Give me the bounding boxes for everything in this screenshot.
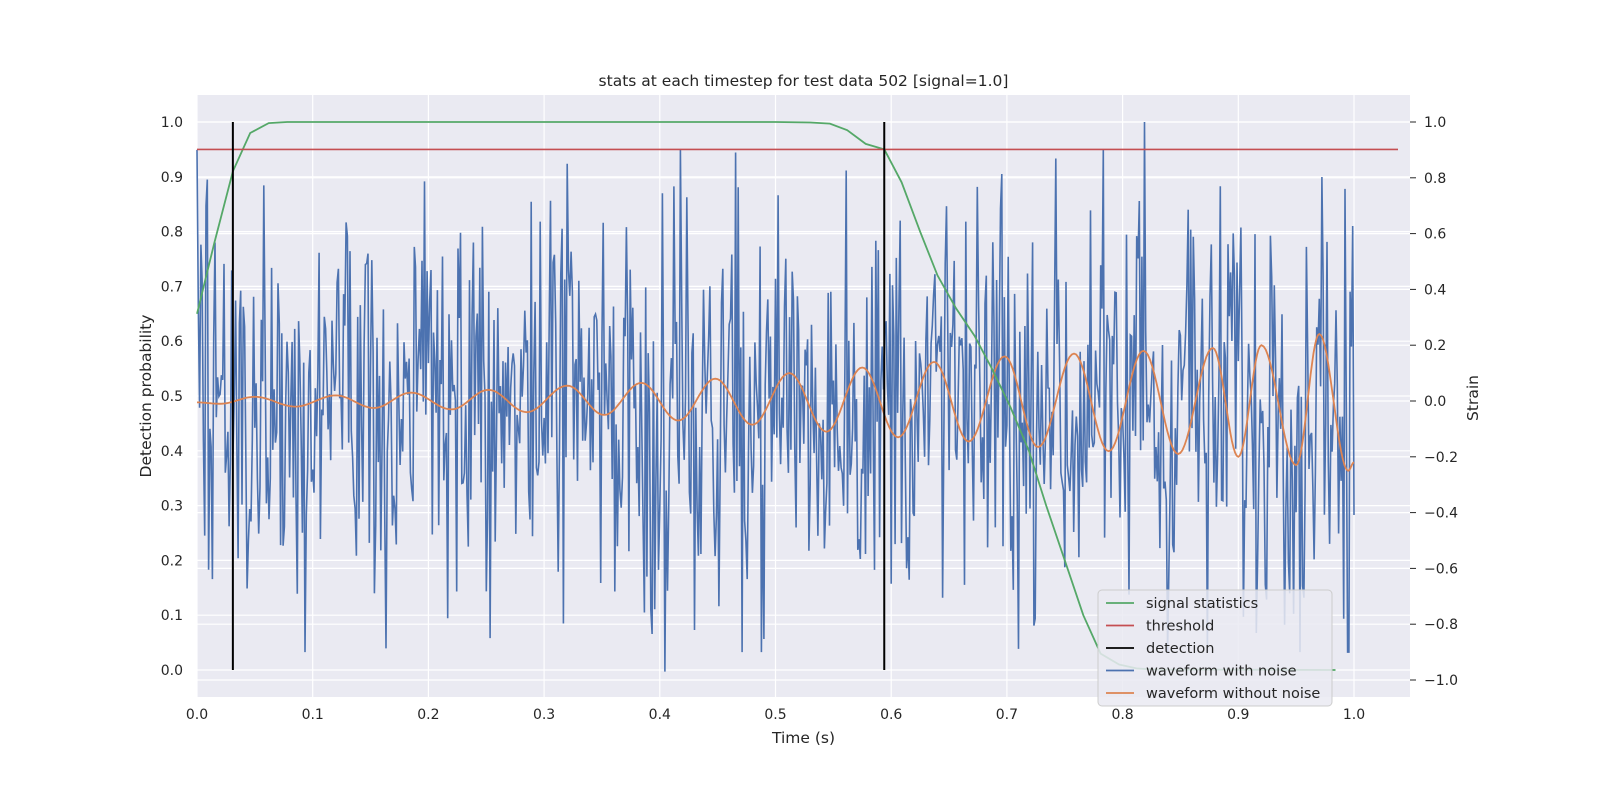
y-axis-right-label: Strain	[1464, 375, 1482, 421]
y-right-tick-label: 0.2	[1424, 338, 1446, 354]
x-tick-label: 0.3	[533, 707, 555, 723]
y-left-tick-label: 0.8	[161, 225, 183, 241]
x-tick-label: 0.7	[996, 707, 1018, 723]
series-waveform-without-noise	[197, 332, 1355, 472]
y-right-tick-label: 1.0	[1424, 115, 1446, 131]
legend: signal statistics threshold detection wavef…	[1097, 589, 1333, 707]
y-left-tick-label: 0.9	[161, 170, 183, 186]
y-right-tick-label: 0.8	[1424, 171, 1446, 187]
x-tick-label: 0.6	[880, 707, 902, 723]
y-left-tick-label: 0.7	[161, 279, 183, 295]
y-left-tick-label: 1.0	[161, 115, 183, 131]
legend-label: waveform without noise	[1146, 686, 1320, 702]
legend-label: waveform with noise	[1146, 664, 1297, 680]
legend-label: threshold	[1146, 619, 1214, 635]
y-right-tick-label: −0.8	[1424, 617, 1458, 633]
y-left-tick-label: 0.3	[161, 499, 183, 515]
y-right-tick-label: −1.0	[1424, 673, 1458, 689]
legend-label: detection	[1146, 641, 1214, 657]
legend-box	[1097, 589, 1333, 707]
y-right-tick-label: −0.6	[1424, 561, 1458, 577]
ticks: 0.0 0.1 0.2 0.3 0.4 0.5 0.6 0.7 0.8 0.9 1.0 0.0 0.1 0…	[161, 115, 1458, 723]
y-right-tick-label: 0.0	[1424, 394, 1446, 410]
x-tick-label: 0.0	[186, 707, 208, 723]
y-left-tick-label: 0.2	[161, 553, 183, 569]
chart-title: stats at each timestep for test data 502…	[599, 72, 1009, 90]
series-layer	[196, 121, 1398, 672]
y-left-tick-label: 0.0	[161, 663, 183, 679]
x-tick-label: 0.1	[302, 707, 324, 723]
y-right-tick-label: 0.4	[1424, 282, 1446, 298]
y-right-tick-label: −0.2	[1424, 450, 1458, 466]
y-right-tick-label: −0.4	[1424, 506, 1458, 522]
x-tick-label: 0.9	[1227, 707, 1249, 723]
x-tick-label: 1.0	[1343, 707, 1365, 723]
y-left-tick-label: 0.4	[161, 444, 183, 460]
series-waveform-with-noise	[196, 121, 1355, 672]
y-right-tick-label: 0.6	[1424, 227, 1446, 243]
y-axis-left-label: Detection probability	[137, 315, 155, 478]
x-axis-label: Time (s)	[771, 729, 835, 747]
legend-label: signal statistics	[1146, 596, 1258, 612]
y-left-tick-label: 0.1	[161, 608, 183, 624]
x-tick-label: 0.5	[764, 707, 786, 723]
x-tick-label: 0.2	[417, 707, 439, 723]
x-tick-label: 0.8	[1111, 707, 1133, 723]
x-tick-label: 0.4	[649, 707, 671, 723]
y-left-tick-label: 0.6	[161, 334, 183, 350]
series-signal-statistics	[196, 121, 1336, 671]
y-left-tick-label: 0.5	[161, 389, 183, 405]
